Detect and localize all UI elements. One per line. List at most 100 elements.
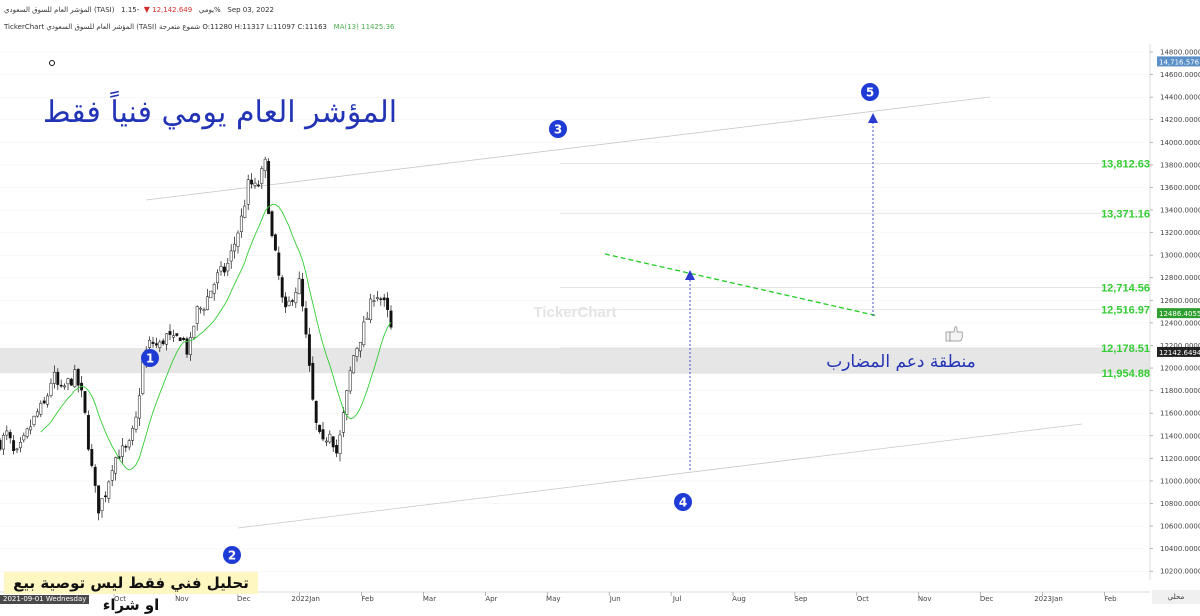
- candle-up: [297, 278, 301, 295]
- candle-up: [355, 348, 359, 357]
- y-tick-label: 13600.0000: [1160, 184, 1200, 192]
- price-tag: [1157, 346, 1200, 357]
- y-tick-label: 12000.0000: [1160, 365, 1200, 373]
- local-toggle-button[interactable]: محلي: [1152, 590, 1200, 604]
- candle-up: [49, 382, 53, 397]
- channel-lines: [145, 96, 1083, 529]
- y-tick-label: 14600.0000: [1160, 71, 1200, 79]
- candle-down: [304, 308, 308, 335]
- y-tick-label: 13000.0000: [1160, 252, 1200, 260]
- candle-down: [389, 310, 393, 328]
- candle-up: [120, 445, 124, 457]
- y-tick-label: 14000.0000: [1160, 139, 1200, 147]
- price-tags: 14,716.576 12486.4055 12142.6494: [1157, 56, 1200, 357]
- candle-up: [260, 168, 264, 184]
- candle-up: [100, 498, 104, 511]
- header-line-1: المؤشر العام للسوق السعودي (TASI) يومي 1…: [4, 5, 274, 14]
- candle-down: [311, 362, 315, 400]
- candle-up: [63, 385, 67, 388]
- candle-down: [277, 252, 281, 276]
- x-tick-label: Jun: [609, 595, 621, 603]
- candle-up: [141, 361, 145, 394]
- y-tick-label: 12600.0000: [1160, 297, 1200, 305]
- candle-down: [154, 343, 158, 346]
- candle-up: [127, 440, 131, 448]
- candle-down: [314, 401, 318, 423]
- candle-down: [103, 495, 107, 498]
- level-label: 12,516.97: [1101, 305, 1150, 317]
- wave-2-label: 2: [228, 549, 236, 563]
- x-tick-label: Nov: [918, 595, 932, 603]
- ma-value: 11425.36: [361, 23, 395, 31]
- y-tick-label: 14400.0000: [1160, 94, 1200, 102]
- candle-up: [352, 355, 356, 374]
- wave-3-label: 3: [554, 123, 562, 137]
- index-name: المؤشر العام للسوق السعودي: [4, 6, 92, 14]
- x-tick-label: Oct: [857, 595, 869, 603]
- x-tick-label: Feb: [361, 595, 374, 603]
- candle-down: [86, 415, 90, 450]
- candle-up: [233, 243, 237, 252]
- wave-labels: 1 2 3 4 5: [141, 83, 879, 564]
- source-label: TickerChart: [4, 23, 45, 31]
- support-zone-label: منطقة دعم المضارب: [826, 352, 976, 372]
- period-label: يومي: [198, 6, 215, 14]
- chart-title: المؤشر العام يومي فنياً فقط: [43, 90, 397, 130]
- wave-4-badge: [674, 493, 692, 511]
- wave-2-badge: [223, 546, 241, 564]
- candle-up: [32, 415, 36, 425]
- candle-down: [267, 161, 271, 215]
- candle-down: [12, 440, 16, 452]
- ma-label: MA(13): [333, 23, 359, 31]
- candle-up: [199, 307, 203, 310]
- candle-down: [386, 297, 390, 310]
- candle-up: [202, 309, 206, 311]
- candle-down: [250, 179, 254, 185]
- candle-up: [66, 378, 70, 385]
- wave-4-label: 4: [679, 496, 687, 510]
- candle-down: [318, 424, 322, 432]
- candle-down: [151, 341, 155, 344]
- candle-up: [216, 272, 220, 284]
- candle-up: [35, 411, 39, 417]
- x-tick-label: Mar: [423, 595, 436, 603]
- candle-up: [5, 430, 9, 436]
- candle-up: [362, 321, 366, 346]
- candle-down: [178, 337, 182, 341]
- price-tag-label: 12486.4055: [1159, 310, 1200, 318]
- candle-up: [358, 341, 362, 352]
- candle-down: [83, 391, 87, 413]
- candle-up: [188, 337, 192, 356]
- candle-up: [294, 292, 298, 304]
- y-axis: 14800.0000 14600.0000 14400.0000 14200.0000…: [1149, 44, 1200, 580]
- x-tick-label: May: [546, 595, 560, 603]
- candle-up: [369, 298, 373, 321]
- header-date: Sep 03, 2022: [227, 6, 274, 14]
- x-tick-label: Oct: [114, 595, 126, 603]
- candle-up: [324, 440, 328, 443]
- candle-up: [25, 428, 29, 437]
- target-arrows: [685, 113, 878, 470]
- wave-1-label: 1: [146, 352, 154, 366]
- y-tick-label: 11800.0000: [1160, 387, 1200, 395]
- y-tick-label: 11200.0000: [1160, 455, 1200, 463]
- y-tick-label: 12800.0000: [1160, 274, 1200, 282]
- candle-down: [280, 277, 284, 298]
- candle-up: [246, 179, 250, 205]
- crosshair-date-box: 2021-09-01 Wednesday: [0, 595, 90, 604]
- resistance-trendline: [604, 253, 879, 317]
- y-tick-label: 10600.0000: [1160, 523, 1200, 531]
- x-tick-label: Dec: [237, 595, 251, 603]
- candle-up: [15, 448, 19, 451]
- y-tick-label: 13400.0000: [1160, 207, 1200, 215]
- candle-up: [171, 335, 175, 338]
- watermark: TickerChart: [533, 304, 616, 321]
- candle-up: [209, 290, 213, 299]
- level-label: 12,178.51: [1101, 343, 1150, 355]
- x-tick-label: Feb: [1104, 595, 1117, 603]
- candle-up: [22, 435, 26, 441]
- candle-up: [73, 369, 77, 388]
- last-price: 12,142.649: [152, 6, 193, 14]
- candle-up: [18, 442, 22, 449]
- candle-down: [90, 449, 94, 466]
